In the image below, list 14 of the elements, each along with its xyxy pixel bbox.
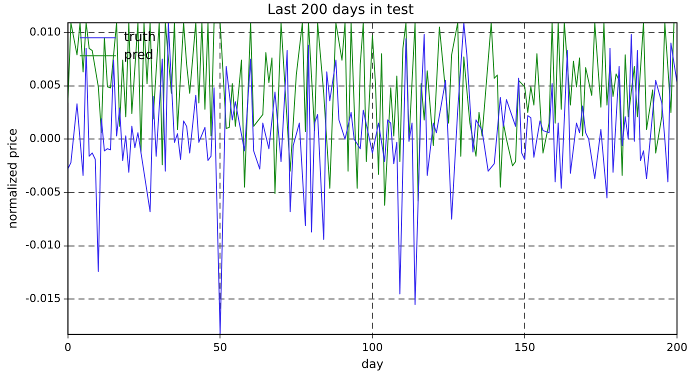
y-tick-label: 0.010 [29, 25, 61, 38]
x-tick-label: 50 [213, 340, 228, 354]
y-tick-label: -0.005 [25, 185, 61, 198]
y-tick-label: 0.005 [29, 78, 61, 92]
x-tick-label: 150 [514, 340, 536, 354]
x-tick-label: 200 [666, 340, 688, 354]
chart-title: Last 200 days in test [267, 2, 414, 18]
y-tick-label: -0.010 [25, 238, 61, 252]
y-tick-label: -0.015 [25, 292, 61, 306]
x-tick-label: 0 [64, 340, 72, 354]
y-axis-title: normalized price [5, 128, 20, 229]
x-axis-title: day [361, 356, 384, 371]
x-tick-label: 100 [362, 340, 383, 354]
y-tick-label: 0.000 [29, 132, 61, 145]
